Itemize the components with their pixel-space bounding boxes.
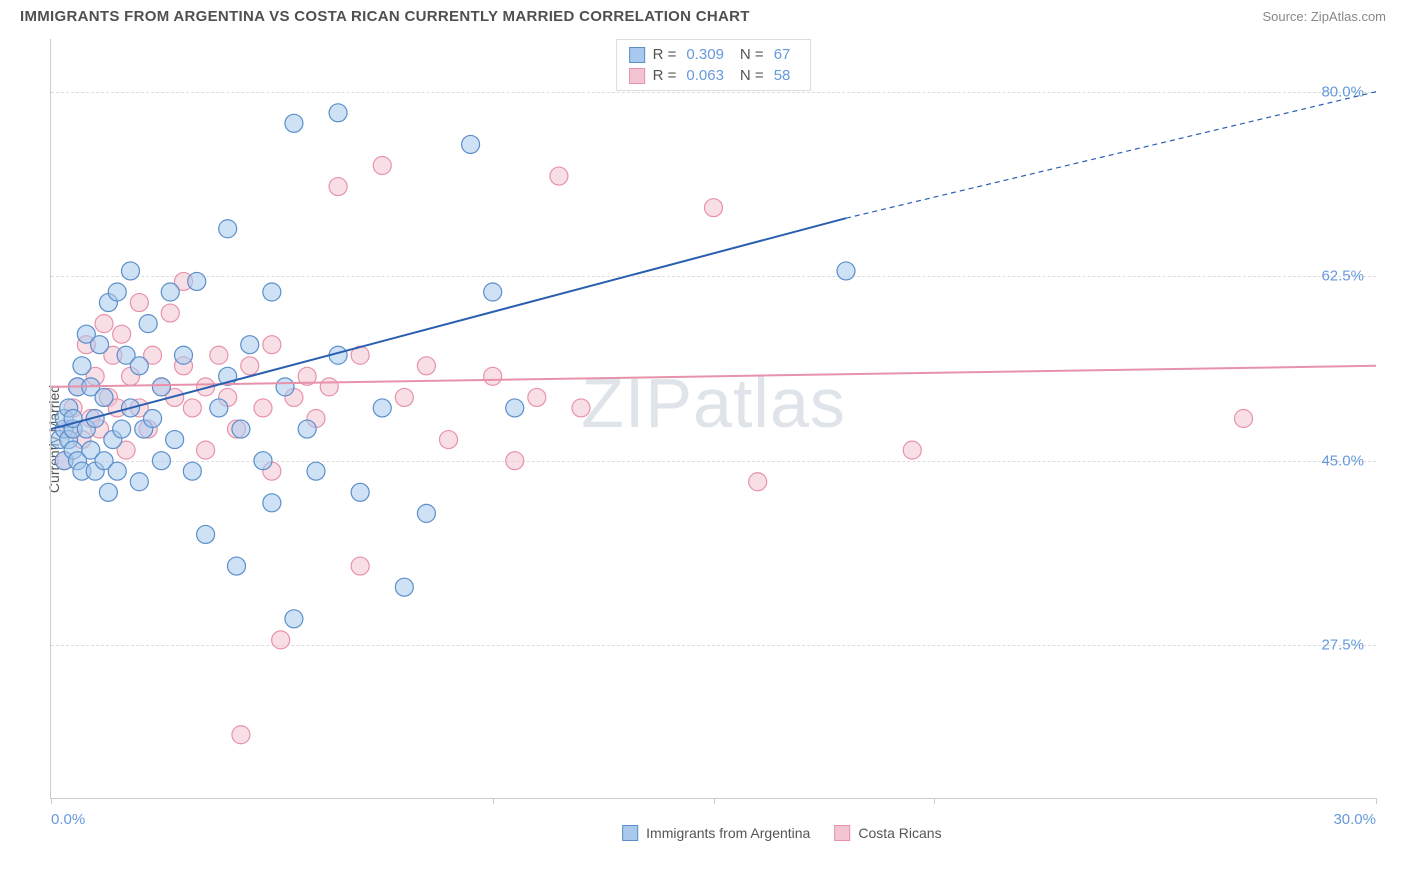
scatter-plot-svg xyxy=(51,39,1376,798)
xtick xyxy=(51,798,52,804)
legend-series: Immigrants from Argentina Costa Ricans xyxy=(622,825,941,841)
legend-stats: R = 0.309 N = 67 R = 0.063 N = 58 xyxy=(616,39,812,91)
n-value-1: 67 xyxy=(774,46,791,63)
legend-swatch-argentina xyxy=(622,825,638,841)
chart-container: Currently Married ZIPatlas R = 0.309 N =… xyxy=(50,29,1386,849)
xtick-label: 0.0% xyxy=(51,811,85,828)
r-value-1: 0.309 xyxy=(686,46,724,63)
legend-swatch-costa-rica xyxy=(834,825,850,841)
xtick xyxy=(714,798,715,804)
legend-stats-row-2: R = 0.063 N = 58 xyxy=(629,65,799,86)
legend-stats-row-1: R = 0.309 N = 67 xyxy=(629,44,799,65)
n-label: N = xyxy=(740,46,764,63)
r-label: R = xyxy=(653,46,677,63)
legend-swatch-pink xyxy=(629,68,645,84)
legend-swatch-blue xyxy=(629,47,645,63)
source-label: Source: ZipAtlas.com xyxy=(1262,9,1386,24)
plot-area: ZIPatlas R = 0.309 N = 67 R = 0.063 N = … xyxy=(50,39,1376,799)
r-label-2: R = xyxy=(653,67,677,84)
legend-label-costa-rica: Costa Ricans xyxy=(858,825,941,841)
legend-item-argentina: Immigrants from Argentina xyxy=(622,825,810,841)
chart-title: IMMIGRANTS FROM ARGENTINA VS COSTA RICAN… xyxy=(20,8,750,25)
n-label-2: N = xyxy=(740,67,764,84)
legend-label-argentina: Immigrants from Argentina xyxy=(646,825,810,841)
xtick xyxy=(1376,798,1377,804)
r-value-2: 0.063 xyxy=(686,67,724,84)
xtick-label: 30.0% xyxy=(1333,811,1376,828)
n-value-2: 58 xyxy=(774,67,791,84)
xtick xyxy=(934,798,935,804)
xtick xyxy=(493,798,494,804)
chart-header: IMMIGRANTS FROM ARGENTINA VS COSTA RICAN… xyxy=(0,0,1406,29)
legend-item-costa-rica: Costa Ricans xyxy=(834,825,941,841)
